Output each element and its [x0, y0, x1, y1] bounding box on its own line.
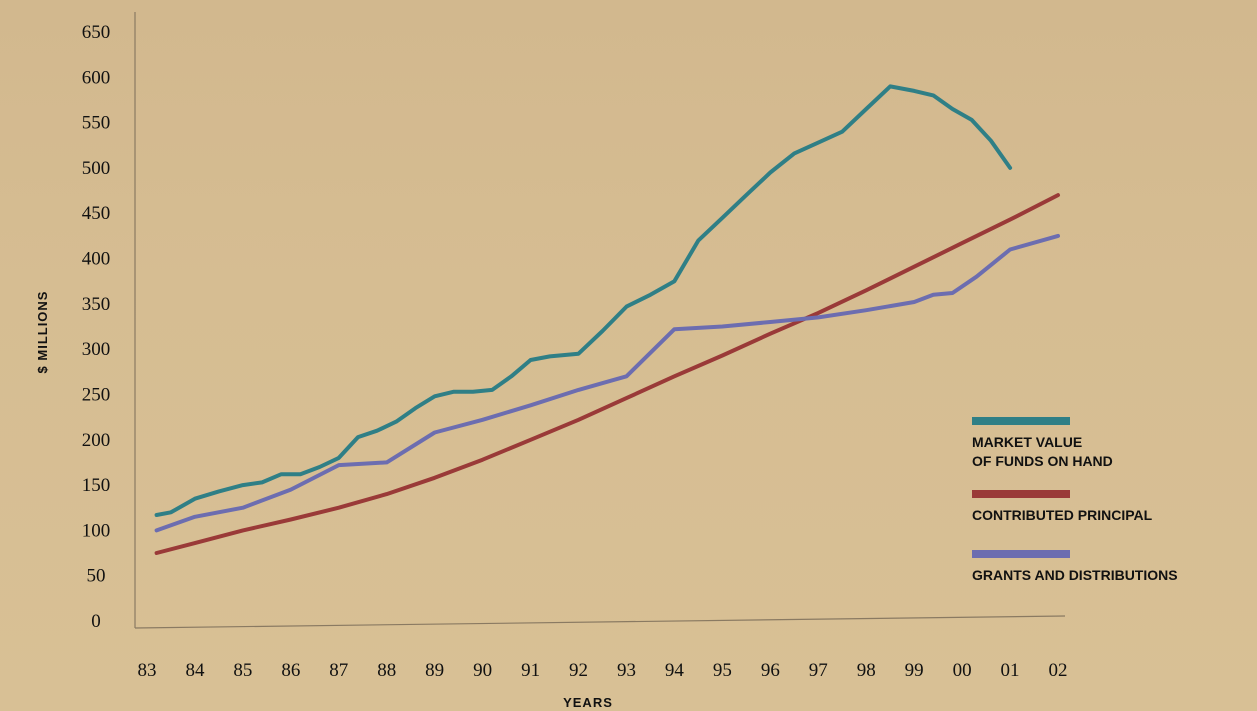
y-tick-label: 450 — [82, 203, 111, 224]
x-tick-label: 95 — [713, 660, 732, 681]
legend-label-2: GRANTS AND DISTRIBUTIONS — [972, 567, 1178, 583]
y-tick-label: 600 — [82, 67, 111, 88]
x-tick-label: 88 — [377, 660, 396, 681]
chart-legend: MARKET VALUE OF FUNDS ON HAND CONTRIBUTED … — [972, 417, 1178, 583]
x-tick-label: 84 — [185, 660, 205, 681]
y-tick-label: 650 — [82, 22, 111, 43]
y-tick-label: 350 — [82, 294, 111, 315]
y-axis-ticks: 0 50 100 150 200 250 300 350 400 450 500 550 600 650 — [82, 22, 111, 632]
legend-swatch-0 — [972, 417, 1070, 425]
y-tick-label: 550 — [82, 113, 111, 134]
x-tick-label: 86 — [281, 660, 300, 681]
x-tick-label: 00 — [953, 660, 972, 681]
x-tick-label: 85 — [233, 660, 252, 681]
y-tick-label: 0 — [91, 611, 101, 632]
x-tick-label: 97 — [809, 660, 828, 681]
x-axis-ticks: 83 84 85 86 87 88 89 90 91 92 93 94 95 96 97 98 99 00 01 02 — [138, 660, 1068, 681]
x-tick-label: 91 — [521, 660, 540, 681]
x-tick-label: 93 — [617, 660, 636, 681]
y-tick-label: 250 — [82, 384, 111, 405]
y-tick-label: 100 — [82, 520, 111, 541]
y-tick-label: 300 — [82, 339, 111, 360]
y-tick-label: 150 — [82, 475, 111, 496]
x-tick-label: 98 — [857, 660, 876, 681]
x-tick-label: 96 — [761, 660, 780, 681]
legend-swatch-1 — [972, 490, 1070, 498]
x-tick-label: 83 — [138, 660, 157, 681]
legend-swatch-2 — [972, 550, 1070, 558]
chart-axes — [134, 12, 1066, 629]
legend-label-0: MARKET VALUE OF FUNDS ON HAND — [972, 434, 1113, 469]
x-tick-label: 01 — [1001, 660, 1020, 681]
legend-label-1: CONTRIBUTED PRINCIPAL — [972, 507, 1153, 523]
y-tick-label: 50 — [87, 566, 106, 587]
series-line-0 — [154, 84, 1013, 517]
x-tick-label: 89 — [425, 660, 444, 681]
x-axis-line — [134, 615, 1066, 629]
x-tick-label: 94 — [665, 660, 685, 681]
x-axis-title: YEARS — [563, 695, 613, 710]
y-tick-label: 400 — [82, 249, 111, 270]
series-line-2 — [154, 233, 1060, 533]
x-tick-label: 87 — [329, 660, 348, 681]
x-tick-label: 02 — [1049, 660, 1068, 681]
y-axis-title: $ MILLIONS — [35, 291, 50, 374]
x-tick-label: 99 — [905, 660, 924, 681]
y-tick-label: 200 — [82, 430, 111, 451]
x-tick-label: 90 — [473, 660, 492, 681]
series-line-1 — [154, 193, 1060, 555]
x-tick-label: 92 — [569, 660, 588, 681]
y-tick-label: 500 — [82, 158, 111, 179]
chart-series — [154, 84, 1060, 555]
